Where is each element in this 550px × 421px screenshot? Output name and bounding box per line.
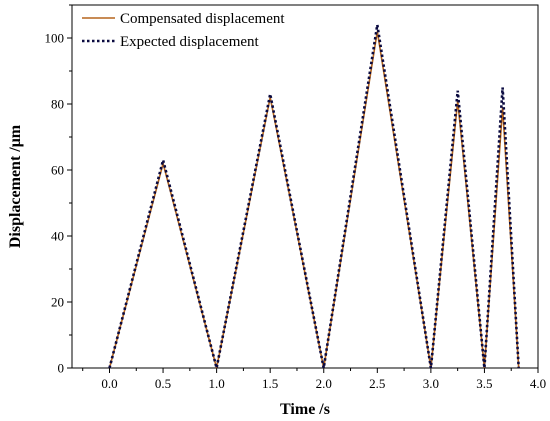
legend-label-compensated: Compensated displacement bbox=[120, 11, 285, 27]
y-tick-label: 60 bbox=[51, 163, 64, 178]
y-tick-label: 20 bbox=[51, 295, 64, 310]
x-axis-ticks: 0.0 0.5 1.0 1.5 2.0 2.5 3.0 3.5 4.0 bbox=[82, 368, 546, 391]
x-tick-label: 2.0 bbox=[316, 376, 332, 391]
x-tick-label: 3.0 bbox=[423, 376, 439, 391]
y-tick-label: 40 bbox=[51, 229, 64, 244]
series-expected-line bbox=[108, 24, 520, 369]
x-tick-label: 1.0 bbox=[208, 376, 224, 391]
x-tick-label: 0.5 bbox=[155, 376, 171, 391]
y-axis-ticks: 0 20 40 60 80 100 bbox=[45, 4, 72, 376]
y-tick-label: 0 bbox=[58, 361, 65, 376]
y-axis-title: Displacement /μm bbox=[7, 124, 24, 248]
y-tick-label: 100 bbox=[45, 31, 65, 46]
series-layer bbox=[108, 24, 520, 369]
x-axis-title: Time /s bbox=[280, 401, 330, 418]
x-tick-label: 1.5 bbox=[262, 376, 278, 391]
x-tick-label: 2.5 bbox=[369, 376, 385, 391]
y-tick-label: 80 bbox=[51, 97, 64, 112]
x-tick-label: 4.0 bbox=[530, 376, 546, 391]
plot-border bbox=[71, 4, 539, 369]
legend-label-expected: Expected displacement bbox=[120, 34, 260, 50]
x-tick-label: 0.0 bbox=[101, 376, 117, 391]
legend: Compensated displacement Expected displa… bbox=[82, 11, 285, 50]
x-tick-label: 3.5 bbox=[476, 376, 492, 391]
plot-frame bbox=[71, 4, 539, 369]
